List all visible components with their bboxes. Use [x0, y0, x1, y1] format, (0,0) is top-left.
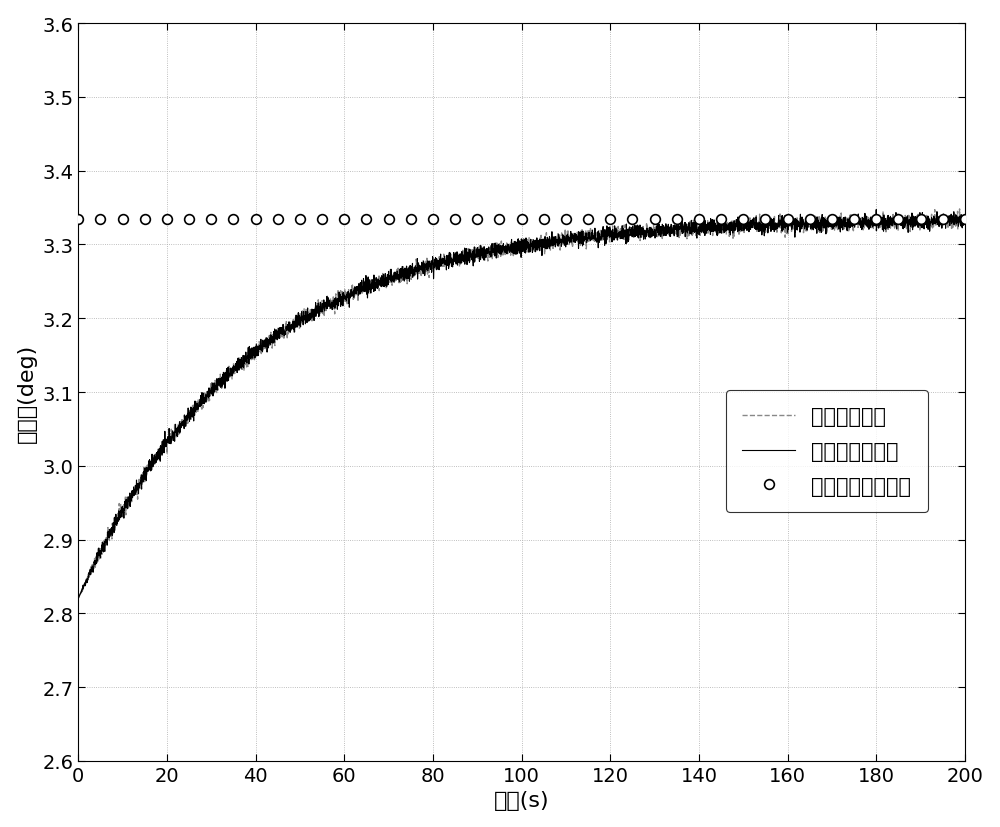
传统方法计算结果: [848, 214, 860, 224]
闭环俳真结果: [449, 251, 461, 261]
传统方法计算结果: [316, 214, 328, 224]
Legend: 闭环俳真结果, 本方法计算结果, 传统方法计算结果: 闭环俳真结果, 本方法计算结果, 传统方法计算结果: [726, 390, 928, 513]
传统方法计算结果: [161, 214, 173, 224]
传统方法计算结果: [870, 214, 882, 224]
传统方法计算结果: [449, 214, 461, 224]
传统方法计算结果: [604, 214, 616, 224]
闭环俳真结果: [248, 351, 260, 361]
传统方法计算结果: [782, 214, 794, 224]
传统方法计算结果: [516, 214, 528, 224]
本方法计算结果: [197, 394, 209, 404]
闭环俳真结果: [197, 404, 209, 414]
传统方法计算结果: [959, 214, 971, 224]
Line: 本方法计算结果: 本方法计算结果: [78, 210, 965, 599]
传统方法计算结果: [427, 214, 439, 224]
传统方法计算结果: [626, 214, 638, 224]
传统方法计算结果: [272, 214, 284, 224]
传统方法计算结果: [715, 214, 727, 224]
传统方法计算结果: [737, 214, 749, 224]
传统方法计算结果: [471, 214, 483, 224]
传统方法计算结果: [649, 214, 661, 224]
传统方法计算结果: [183, 214, 195, 224]
Y-axis label: 升降舐(deg): 升降舐(deg): [17, 343, 37, 442]
传统方法计算结果: [560, 214, 572, 224]
传统方法计算结果: [227, 214, 239, 224]
传统方法计算结果: [383, 214, 395, 224]
传统方法计算结果: [117, 214, 129, 224]
Line: 闭环俳真结果: 闭环俳真结果: [78, 210, 965, 599]
本方法计算结果: [870, 205, 882, 215]
闭环俳真结果: [72, 594, 84, 604]
传统方法计算结果: [538, 214, 550, 224]
传统方法计算结果: [338, 214, 350, 224]
X-axis label: 时间(s): 时间(s): [494, 791, 549, 810]
闭环俳真结果: [959, 217, 971, 227]
传统方法计算结果: [671, 214, 683, 224]
闭环俳真结果: [954, 205, 966, 215]
传统方法计算结果: [937, 214, 949, 224]
本方法计算结果: [248, 349, 260, 359]
闭环俳真结果: [518, 241, 530, 251]
传统方法计算结果: [693, 214, 705, 224]
传统方法计算结果: [94, 214, 106, 224]
本方法计算结果: [449, 249, 461, 259]
传统方法计算结果: [405, 214, 417, 224]
传统方法计算结果: [139, 214, 151, 224]
传统方法计算结果: [826, 214, 838, 224]
本方法计算结果: [675, 219, 687, 229]
传统方法计算结果: [892, 214, 904, 224]
传统方法计算结果: [72, 214, 84, 224]
本方法计算结果: [459, 249, 471, 259]
传统方法计算结果: [205, 214, 217, 224]
传统方法计算结果: [582, 214, 594, 224]
本方法计算结果: [959, 213, 971, 222]
Line: 传统方法计算结果: 传统方法计算结果: [73, 214, 970, 224]
传统方法计算结果: [759, 214, 771, 224]
传统方法计算结果: [915, 214, 927, 224]
传统方法计算结果: [804, 214, 816, 224]
传统方法计算结果: [294, 214, 306, 224]
传统方法计算结果: [493, 214, 505, 224]
本方法计算结果: [72, 594, 84, 604]
闭环俳真结果: [675, 227, 687, 237]
闭环俳真结果: [459, 256, 471, 266]
传统方法计算结果: [360, 214, 372, 224]
传统方法计算结果: [250, 214, 262, 224]
本方法计算结果: [518, 235, 530, 245]
